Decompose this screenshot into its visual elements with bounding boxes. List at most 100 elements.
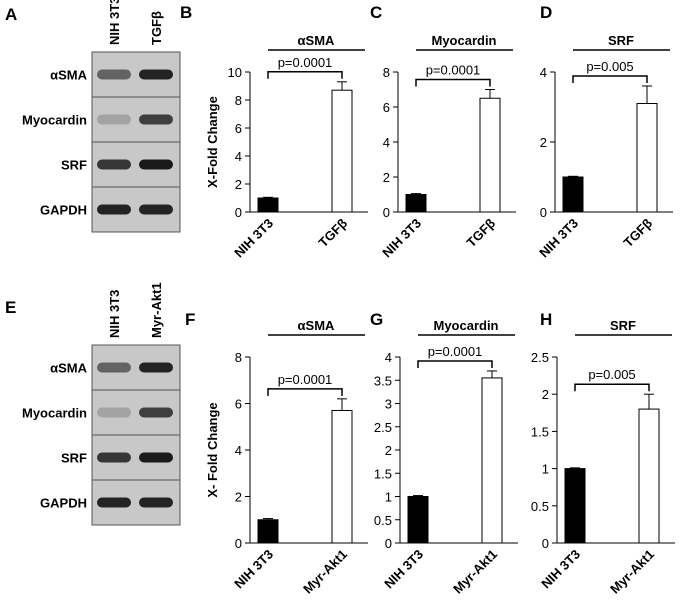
blot-band [97, 69, 131, 80]
panel-letter: E [5, 298, 16, 317]
significance-bracket [267, 388, 343, 396]
chart-title: SRF [608, 33, 634, 48]
blot-band [97, 114, 131, 125]
panel-letter: D [540, 3, 552, 22]
lane-label: TGFβ [149, 11, 164, 45]
y-tick-label: 3.5 [374, 373, 392, 388]
y-tick-label: 1.5 [374, 466, 392, 481]
y-tick-label: 3 [385, 397, 392, 412]
bar [564, 468, 586, 544]
blot-band [139, 362, 173, 373]
row-label: Myocardin [22, 406, 87, 421]
p-value: p=0.0001 [426, 63, 481, 78]
blot-band [139, 452, 173, 463]
y-tick-label: 2.5 [531, 350, 549, 365]
x-tick-label: NIH 3T3 [379, 216, 424, 261]
p-value: p=0.005 [586, 59, 633, 74]
row-label: SRF [61, 451, 87, 466]
panel-letter: G [370, 310, 383, 329]
y-tick-label: 0 [235, 205, 242, 220]
panel-letter: C [370, 3, 382, 22]
y-tick-label: 4 [383, 135, 390, 150]
significance-bracket [574, 383, 650, 392]
significance-bracket [572, 75, 648, 83]
y-tick-label: 6 [235, 397, 242, 412]
y-tick-label: 4 [235, 443, 242, 458]
y-tick-label: 0.5 [531, 499, 549, 514]
chart-title: Myocardin [431, 33, 496, 48]
y-tick-label: 1 [542, 462, 549, 477]
blot-band [97, 497, 131, 508]
y-tick-label: 2 [540, 135, 547, 150]
blot-band [139, 407, 173, 418]
blot-band [139, 69, 173, 80]
blot-band [97, 159, 131, 170]
row-label: SRF [61, 158, 87, 173]
y-tick-label: 8 [235, 350, 242, 365]
blot-band [139, 159, 173, 170]
x-tick-label: Myr-Akt1 [607, 547, 657, 597]
y-tick-label: 0 [383, 205, 390, 220]
y-tick-label: 2 [385, 443, 392, 458]
bar [562, 176, 584, 213]
blot-band [139, 114, 173, 125]
x-tick-label: TGFβ [621, 215, 656, 250]
x-tick-label: NIH 3T3 [538, 547, 583, 592]
chart-title: Myocardin [433, 318, 498, 333]
y-tick-label: 1 [385, 490, 392, 505]
x-tick-label: NIH 3T3 [231, 547, 276, 592]
y-tick-label: 8 [235, 93, 242, 108]
significance-bracket [415, 78, 491, 87]
x-tick-label: NIH 3T3 [536, 216, 581, 261]
y-tick-label: 10 [228, 65, 242, 80]
bar [257, 197, 279, 213]
bar [481, 377, 503, 544]
p-value: p=0.0001 [278, 372, 333, 387]
lane-label: NIH 3T3 [107, 0, 122, 45]
y-tick-label: 8 [383, 65, 390, 80]
bar [331, 409, 353, 544]
bar [257, 519, 279, 544]
y-axis-label: X-Fold Change [205, 96, 220, 188]
blot-band [97, 407, 131, 418]
bar [636, 103, 658, 213]
significance-bracket [417, 360, 493, 368]
chart-title: SRF [610, 318, 636, 333]
y-tick-label: 4 [385, 350, 392, 365]
y-tick-label: 0 [385, 536, 392, 551]
y-tick-label: 4 [235, 149, 242, 164]
bar [407, 496, 429, 544]
bar [331, 89, 353, 213]
row-label: αSMA [50, 361, 87, 376]
y-tick-label: 2 [383, 170, 390, 185]
blot-band [97, 362, 131, 373]
y-tick-label: 6 [383, 100, 390, 115]
x-tick-label: TGFβ [316, 215, 351, 250]
p-value: p=0.005 [588, 367, 635, 382]
y-tick-label: 0 [542, 536, 549, 551]
significance-bracket [267, 71, 343, 79]
y-tick-label: 0.5 [374, 513, 392, 528]
y-tick-label: 4 [540, 65, 547, 80]
lane-label: NIH 3T3 [107, 290, 122, 338]
bar [405, 194, 427, 213]
row-label: αSMA [50, 68, 87, 83]
y-tick-label: 2 [235, 177, 242, 192]
row-label: Myocardin [22, 113, 87, 128]
y-tick-label: 2 [235, 490, 242, 505]
x-tick-label: Myr-Akt1 [450, 547, 500, 597]
x-tick-label: NIH 3T3 [231, 216, 276, 261]
row-label: GAPDH [40, 496, 87, 511]
y-tick-label: 2 [542, 387, 549, 402]
p-value: p=0.0001 [278, 55, 333, 70]
blot-band [97, 452, 131, 463]
lane-label: Myr-Akt1 [149, 282, 164, 338]
y-tick-label: 0 [235, 536, 242, 551]
panel-letter: A [5, 5, 17, 24]
row-label: GAPDH [40, 203, 87, 218]
p-value: p=0.0001 [428, 344, 483, 359]
x-tick-label: Myr-Akt1 [300, 547, 350, 597]
blot-band [139, 204, 173, 215]
panel-letter: H [540, 310, 552, 329]
